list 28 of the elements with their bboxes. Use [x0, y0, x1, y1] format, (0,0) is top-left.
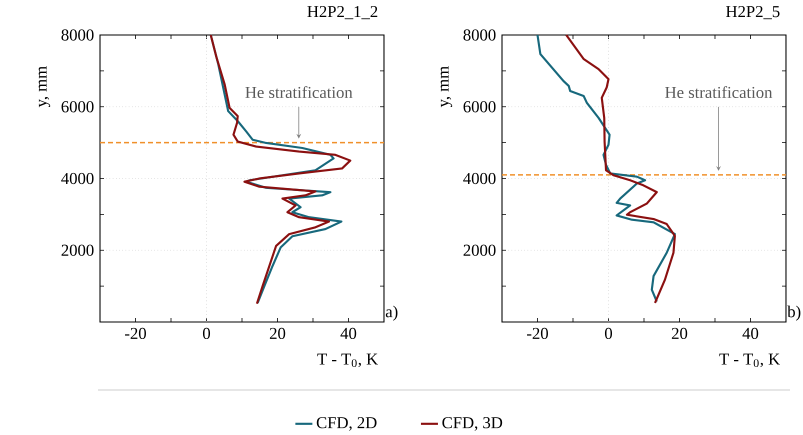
- annotation: He stratification: [245, 86, 352, 98]
- x-tick-label: 0: [202, 328, 210, 340]
- legend-label: CFD, 3D: [442, 417, 502, 431]
- x-tick-label: -20: [125, 328, 146, 340]
- x-axis-title: T - T$_{0}$, K: [719, 354, 780, 368]
- y-tick-label: 2000: [62, 244, 94, 256]
- y-tick-label: 4000: [61, 172, 94, 184]
- x-tick-label: 0: [604, 328, 612, 340]
- annotation: He stratification: [665, 86, 772, 98]
- y-axis-title: y, mm: [440, 66, 452, 108]
- y-tick-label: 6000: [62, 101, 94, 112]
- y-tick-label: 2000: [464, 244, 496, 256]
- y-axis-title: y, mm: [38, 66, 50, 108]
- x-tick-label: 40: [742, 328, 758, 340]
- x-axis-title: T - T$_{0}$, K: [317, 354, 378, 368]
- x-tick-label: 20: [672, 328, 688, 340]
- legend-label: CFD, 2D: [316, 417, 377, 431]
- y-tick-label: 4000: [463, 172, 496, 184]
- x-tick-label: 40: [340, 328, 356, 340]
- chart-title: H2P2_1_2: [307, 6, 378, 20]
- x-tick-label: 20: [270, 328, 286, 340]
- y-tick-label: 8000: [61, 29, 94, 41]
- chart-title: H2P2_5: [726, 6, 780, 20]
- y-tick-label: 8000: [463, 29, 496, 41]
- x-tick-label: -20: [527, 328, 548, 340]
- text: a): [386, 306, 398, 321]
- text: b): [787, 306, 800, 321]
- y-tick-label: 6000: [464, 101, 496, 112]
